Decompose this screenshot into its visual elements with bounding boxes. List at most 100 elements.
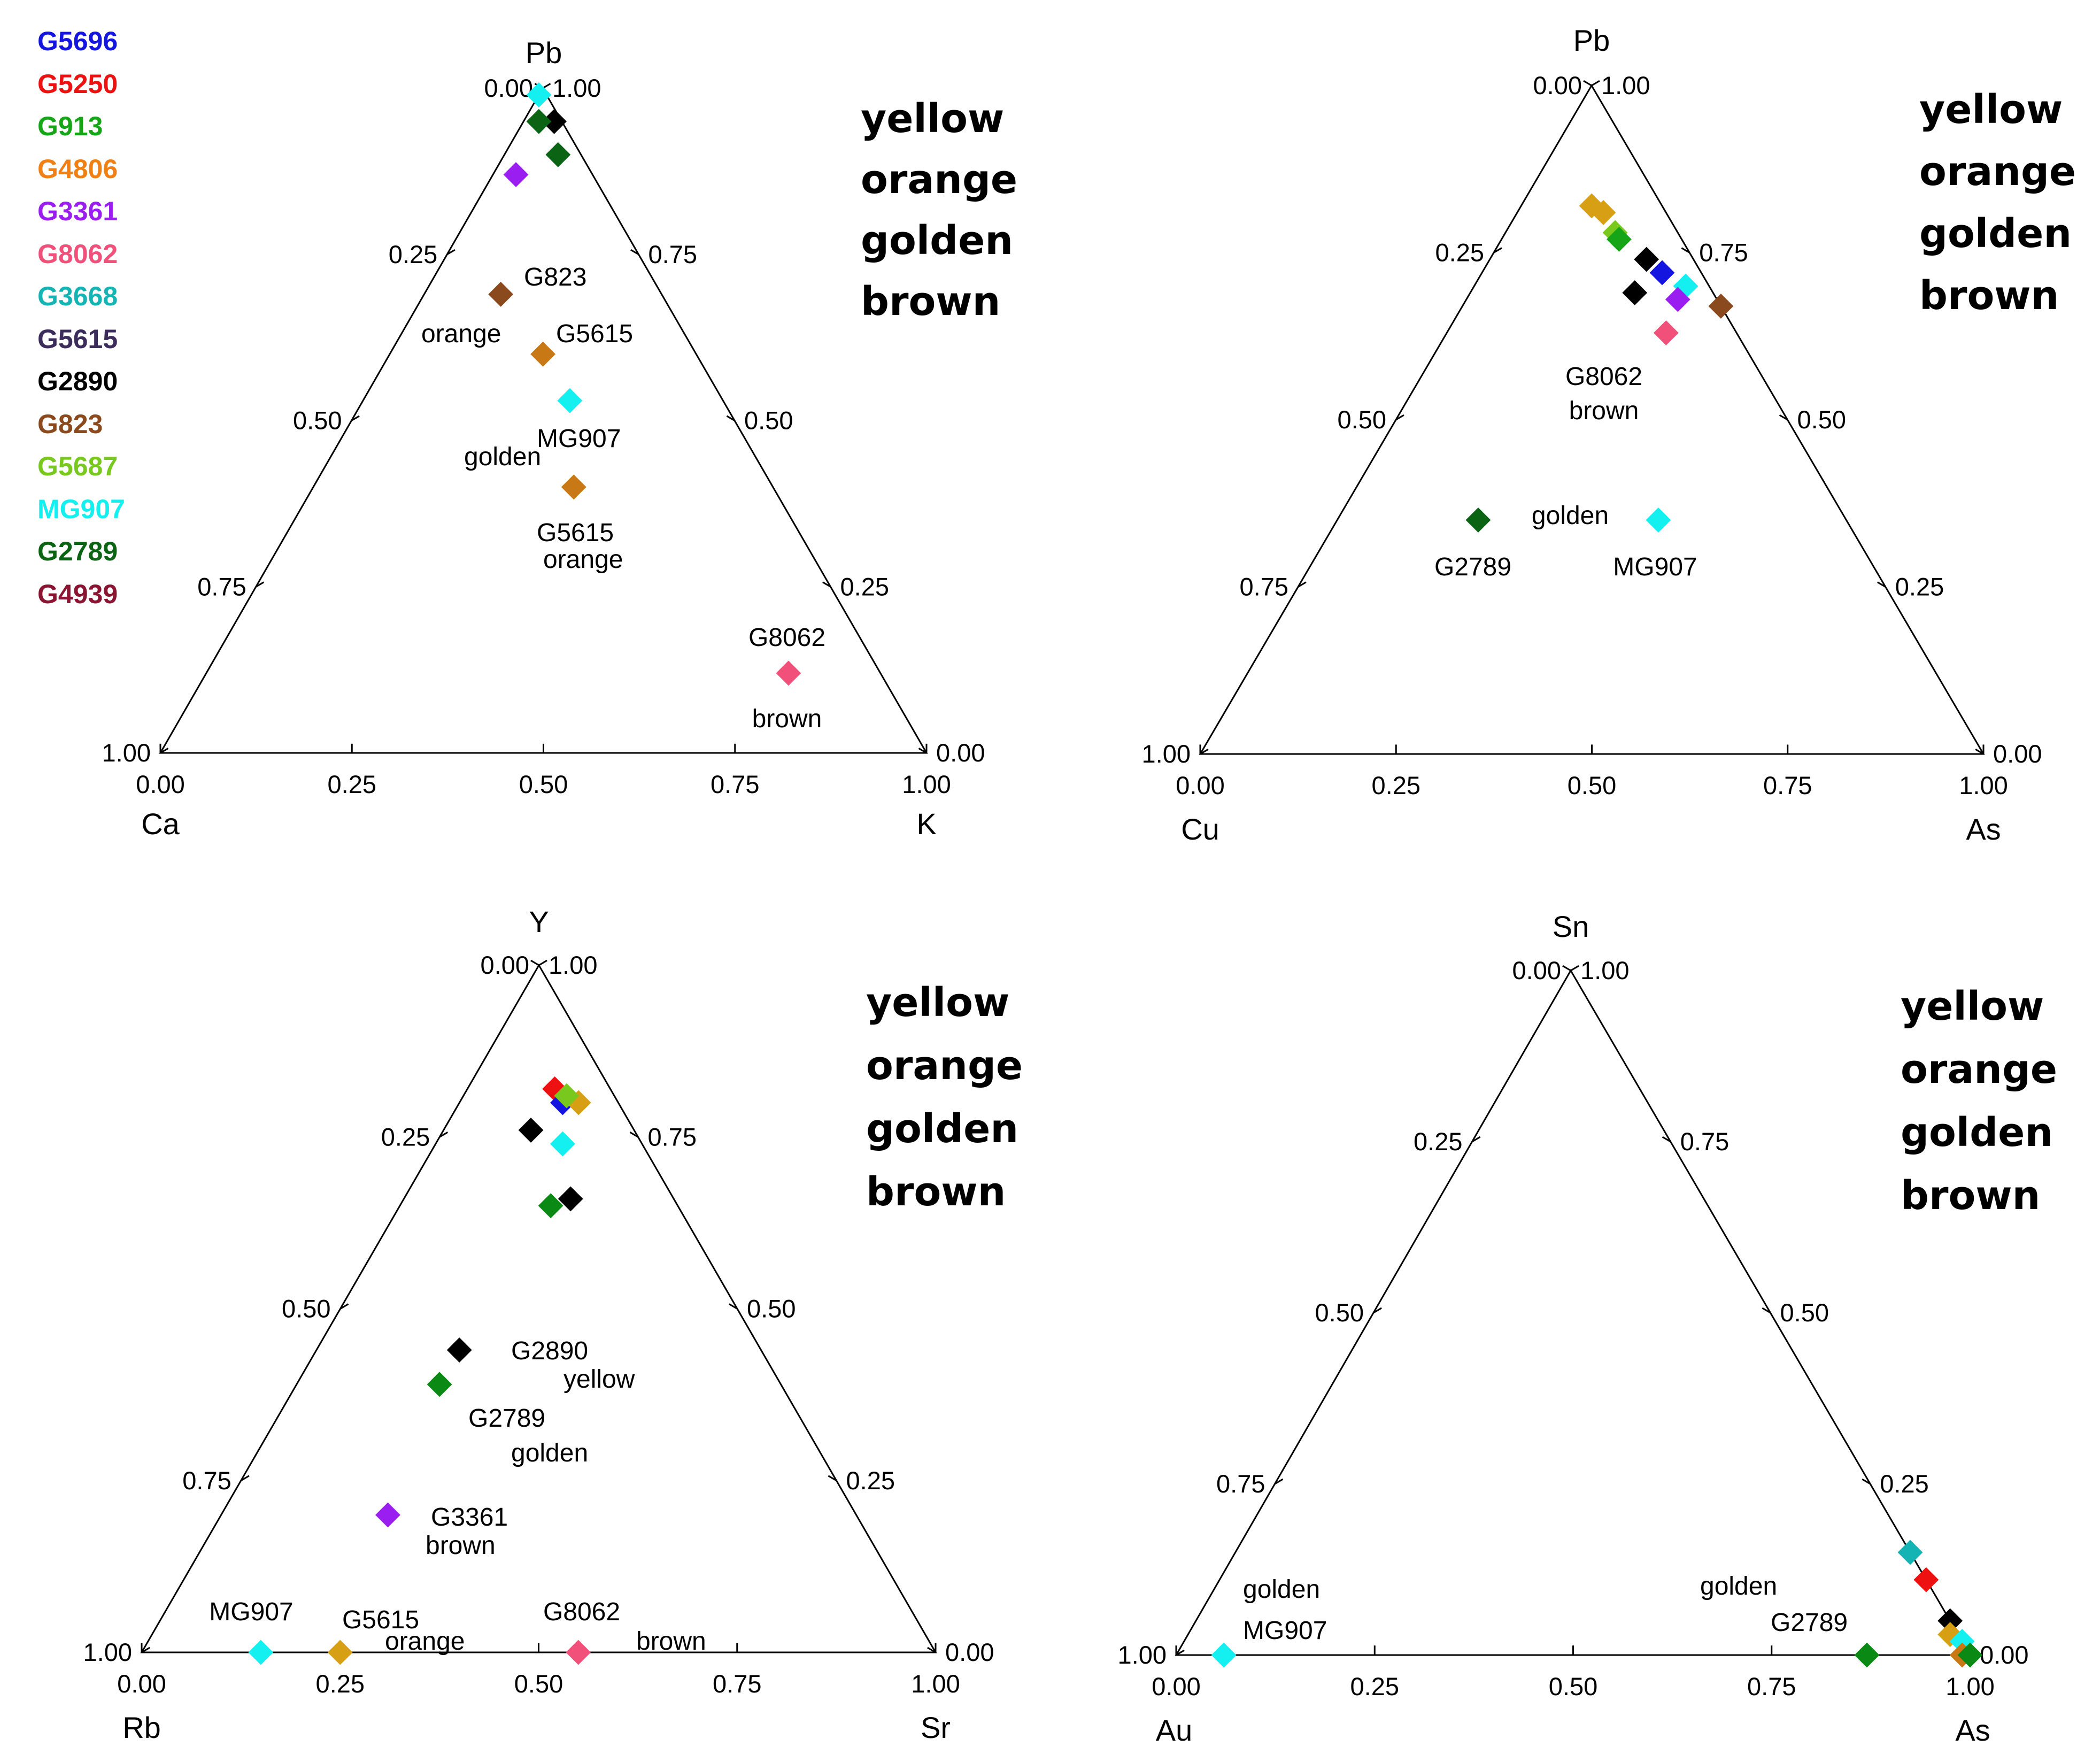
tick-mark — [446, 249, 455, 256]
right-tick-label: 0.75 — [1680, 1127, 1729, 1156]
data-point-g2789 — [1957, 1642, 1983, 1668]
point-annotation: MG907 — [1243, 1617, 1327, 1645]
right-tick-label: 1.00 — [1601, 71, 1650, 99]
left-tick-label: 0.00 — [1533, 71, 1582, 99]
point-annotation: orange — [385, 1627, 465, 1656]
tick-mark — [1176, 1649, 1185, 1656]
tick-mark — [1662, 1136, 1671, 1143]
right-tick-label: 0.00 — [936, 738, 985, 767]
color-word-brown: brown — [866, 1169, 1006, 1215]
legend-item-g3361: G3361 — [37, 196, 118, 226]
point-annotation: G2789 — [1434, 553, 1511, 581]
data-point-g2890 — [1622, 280, 1648, 305]
point-annotation: MG907 — [537, 425, 621, 453]
data-point-g3668 — [1897, 1540, 1923, 1565]
right-tick-label: 0.25 — [1880, 1469, 1928, 1498]
bottom-tick-label: 0.50 — [519, 770, 568, 798]
tick-mark — [1298, 581, 1307, 588]
point-annotation: yellow — [563, 1365, 635, 1394]
data-point-g5615 — [327, 1640, 353, 1665]
bottom-tick-label: 0.75 — [711, 770, 759, 798]
tick-mark — [1779, 414, 1788, 421]
bottom-tick-label: 1.00 — [902, 770, 951, 798]
legend-item-g2890: G2890 — [37, 366, 118, 396]
right-tick-label: 0.25 — [1895, 573, 1944, 601]
legend-item-g5696: G5696 — [37, 26, 118, 56]
bottom-tick-label: 0.75 — [1747, 1672, 1796, 1701]
left-tick-label: 1.00 — [83, 1638, 132, 1666]
vertex-label-left: Rb — [122, 1711, 161, 1744]
legend-item-g5687: G5687 — [37, 451, 118, 481]
bottom-tick-label: 1.00 — [1959, 771, 2008, 799]
data-point-g2890 — [1634, 247, 1659, 272]
legend-item-g823: G823 — [37, 409, 103, 439]
vertex-label-left: Au — [1156, 1713, 1193, 1747]
vertex-label-top: Pb — [526, 36, 562, 70]
right-tick-label: 0.50 — [744, 406, 793, 435]
tick-mark — [828, 1475, 837, 1482]
tick-mark — [1681, 247, 1690, 253]
point-annotation: G823 — [524, 263, 586, 291]
tick-mark — [1762, 1307, 1771, 1314]
data-point-g913 — [1606, 227, 1632, 252]
tick-mark — [822, 581, 831, 588]
left-tick-label: 0.75 — [182, 1466, 231, 1495]
color-word-yellow: yellow — [861, 96, 1004, 142]
left-tick-label: 1.00 — [1118, 1641, 1167, 1669]
bottom-tick-label: 0.50 — [1549, 1672, 1597, 1701]
data-point-g2789 — [545, 142, 571, 167]
tick-mark — [726, 415, 735, 421]
point-annotation: brown — [1569, 397, 1639, 425]
point-annotation: orange — [421, 320, 501, 348]
vertex-label-top: Pb — [1573, 24, 1610, 57]
data-point-mg907 — [557, 388, 583, 413]
bottom-tick-label: 0.25 — [1372, 771, 1420, 799]
vertex-label-right: As — [1966, 812, 2001, 846]
left-tick-label: 1.00 — [102, 738, 151, 767]
left-tick-label: 0.25 — [1435, 238, 1484, 267]
data-point-g2890 — [446, 1337, 472, 1363]
data-point-g3361 — [503, 162, 529, 188]
point-annotation: golden — [1532, 502, 1609, 530]
legend-item-mg907: MG907 — [37, 494, 125, 524]
bottom-tick-label: 0.75 — [1763, 771, 1812, 799]
data-point-g2789 — [1465, 507, 1491, 533]
left-tick-label: 0.75 — [197, 572, 246, 601]
ternary-panel-1: 0.00 0.00 1.00 0.25 0.25 0.75 0.50 0.50 0.50 0.75… — [102, 36, 1018, 841]
triangle-frame — [1175, 969, 1972, 1656]
point-annotation: MG907 — [209, 1598, 293, 1626]
data-point-g2890 — [518, 1117, 544, 1143]
right-tick-label: 0.50 — [747, 1295, 796, 1323]
point-annotation: G5615 — [342, 1606, 419, 1634]
vertex-label-top: Y — [529, 905, 549, 938]
ternary-panel-3: 0.00 0.00 1.00 0.25 0.25 0.75 0.50 0.50 0.50 0.75… — [83, 905, 1023, 1744]
tick-mark — [542, 83, 551, 89]
color-word-orange: orange — [861, 157, 1017, 203]
vertex-label-top: Sn — [1553, 910, 1589, 943]
data-point-g8062 — [1653, 320, 1679, 345]
color-word-golden: golden — [861, 218, 1013, 264]
bottom-tick-label: 0.25 — [316, 1669, 365, 1698]
tick-mark — [1493, 247, 1502, 253]
left-tick-label: 0.25 — [1414, 1127, 1462, 1156]
left-tick-label: 0.75 — [1216, 1469, 1265, 1498]
color-word-yellow: yellow — [866, 980, 1009, 1026]
tick-mark — [1570, 965, 1579, 972]
point-annotation: G2890 — [511, 1337, 588, 1365]
tick-mark — [1274, 1478, 1284, 1485]
tick-mark — [630, 249, 639, 256]
left-tick-label: 0.25 — [381, 1122, 430, 1151]
point-annotation: golden — [1243, 1575, 1320, 1604]
right-tick-label: 1.00 — [552, 74, 601, 102]
tick-mark — [918, 748, 927, 754]
point-annotation: brown — [636, 1627, 706, 1656]
data-point-g8062 — [566, 1640, 591, 1665]
tick-mark — [240, 1475, 250, 1482]
point-annotation: golden — [464, 443, 541, 471]
tick-mark — [1562, 965, 1571, 972]
point-annotation: G8062 — [1565, 363, 1642, 391]
right-tick-label: 1.00 — [1580, 956, 1629, 984]
point-annotation: G2789 — [468, 1404, 545, 1433]
bottom-tick-label: 1.00 — [911, 1669, 960, 1698]
